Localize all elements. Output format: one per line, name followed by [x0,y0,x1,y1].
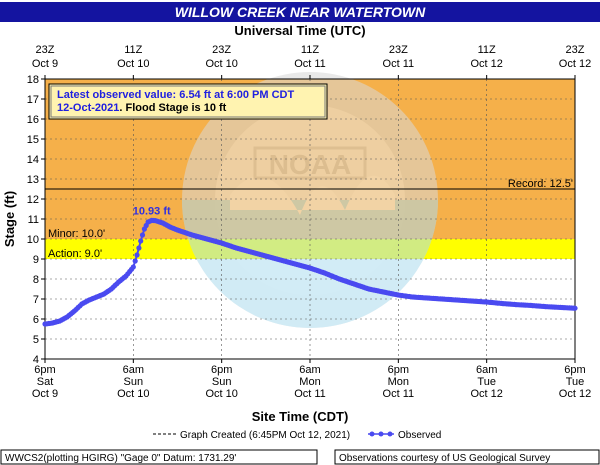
y-axis: 4 5 6 7 8 9 10 11 12 13 14 15 16 17 18 [27,74,45,366]
footer-courtesy: Observations courtesy of US Geological S… [339,453,550,464]
peak-label: 10.93 ft [133,205,171,217]
observed-point [139,232,146,238]
y-tick-label: 8 [33,274,39,286]
info-box: Latest observed value: 6.54 ft at 6:00 P… [48,83,328,120]
x-tick-label: Tue [477,376,496,388]
info-latest-value: Latest observed value: 6.54 ft at 6:00 P… [57,89,294,101]
y-tick-label: 14 [27,154,39,166]
observed-point [136,245,142,251]
x-top-tick-label: 11Z [124,44,142,56]
x-top-tick-label: Oct 10 [117,58,149,70]
x-tick-label: Oct 11 [294,388,326,400]
observed-point [134,252,140,258]
legend: Graph Created (6:45PM Oct 12, 2021) Obse… [153,430,441,441]
x-tick-label: Sun [212,376,232,388]
x-top-tick-label: 23Z [389,44,408,56]
x-top-tick-label: 23Z [36,44,55,56]
top-axis-title: Universal Time (UTC) [234,23,365,38]
x-tick-label: Oct 12 [559,388,591,400]
footer: WWCS2(plotting HGIRG) "Gage 0" Datum: 17… [0,449,600,465]
x-top-tick-label: 11Z [301,44,319,56]
x-top-tick-label: 23Z [566,44,585,56]
info-date: 12-Oct-2021 [57,102,119,114]
x-axis-title: Site Time (CDT) [252,409,349,424]
chart-title: WILLOW CREEK NEAR WATERTOWN [175,4,426,20]
x-tick-label: Sun [124,376,144,388]
observed-point [138,238,144,244]
x-tick-label: 6am [299,364,320,376]
x-tick-label: 6pm [211,364,232,376]
minor-label: Minor: 10.0' [48,228,105,240]
x-top-tick-label: Oct 11 [383,58,415,70]
x-top-tick-label: Oct 10 [205,58,237,70]
y-tick-label: 15 [27,134,39,146]
x-tick-label: Mon [388,376,409,388]
record-label: Record: 12.5' [508,178,573,190]
title-bar [0,2,600,22]
legend-observed: Observed [398,430,441,441]
y-tick-label: 11 [28,214,39,226]
observed-point [132,258,138,264]
x-axis-top: 23Z Oct 9 11Z Oct 10 23Z Oct 10 11Z Oct 11 23Z Oc… [32,44,591,79]
y-tick-label: 16 [27,114,39,126]
x-tick-label: 6pm [564,364,585,376]
x-tick-label: Mon [299,376,320,388]
x-tick-label: Oct 10 [117,388,149,400]
x-tick-label: Oct 9 [32,388,58,400]
x-tick-label: 6am [123,364,144,376]
x-tick-label: 6pm [34,364,55,376]
action-label: Action: 9.0' [48,248,102,260]
x-top-tick-label: 23Z [212,44,231,56]
y-tick-label: 4 [33,354,39,366]
x-tick-label: Oct 10 [205,388,237,400]
observed-point [130,264,136,270]
x-tick-label: Oct 11 [383,388,415,400]
x-top-tick-label: 11Z [478,44,496,56]
x-tick-label: 6am [476,364,497,376]
y-tick-label: 12 [27,194,39,206]
y-tick-label: 6 [33,314,39,326]
x-tick-label: Tue [566,376,585,388]
x-tick-label: 6pm [388,364,409,376]
threshold-lines: Record: 12.5' Minor: 10.0' Action: 9.0' [45,178,575,260]
y-tick-label: 9 [33,254,39,266]
observed-point [572,305,578,311]
observed-series [42,217,578,327]
legend-graph-created: Graph Created (6:45PM Oct 12, 2021) [180,430,350,441]
x-top-tick-label: Oct 11 [294,58,326,70]
x-tick-label: Oct 12 [470,388,502,400]
footer-datum: WWCS2(plotting HGIRG) "Gage 0" Datum: 17… [5,453,236,464]
y-tick-label: 13 [27,174,39,186]
y-tick-label: 5 [33,334,39,346]
y-tick-label: 10 [27,234,39,246]
y-tick-label: 17 [27,94,39,106]
y-axis-title: Stage (ft) [2,191,17,247]
x-top-tick-label: Oct 12 [559,58,591,70]
x-top-tick-label: Oct 9 [32,58,58,70]
y-tick-label: 18 [27,74,39,86]
x-tick-label: Sat [37,376,54,388]
y-tick-label: 7 [33,294,39,306]
x-top-tick-label: Oct 12 [470,58,502,70]
info-flood-stage: . Flood Stage is 10 ft [119,102,226,114]
svg-text:12-Oct-2021. Flood Stage is 10: 12-Oct-2021. Flood Stage is 10 ft [57,102,227,114]
